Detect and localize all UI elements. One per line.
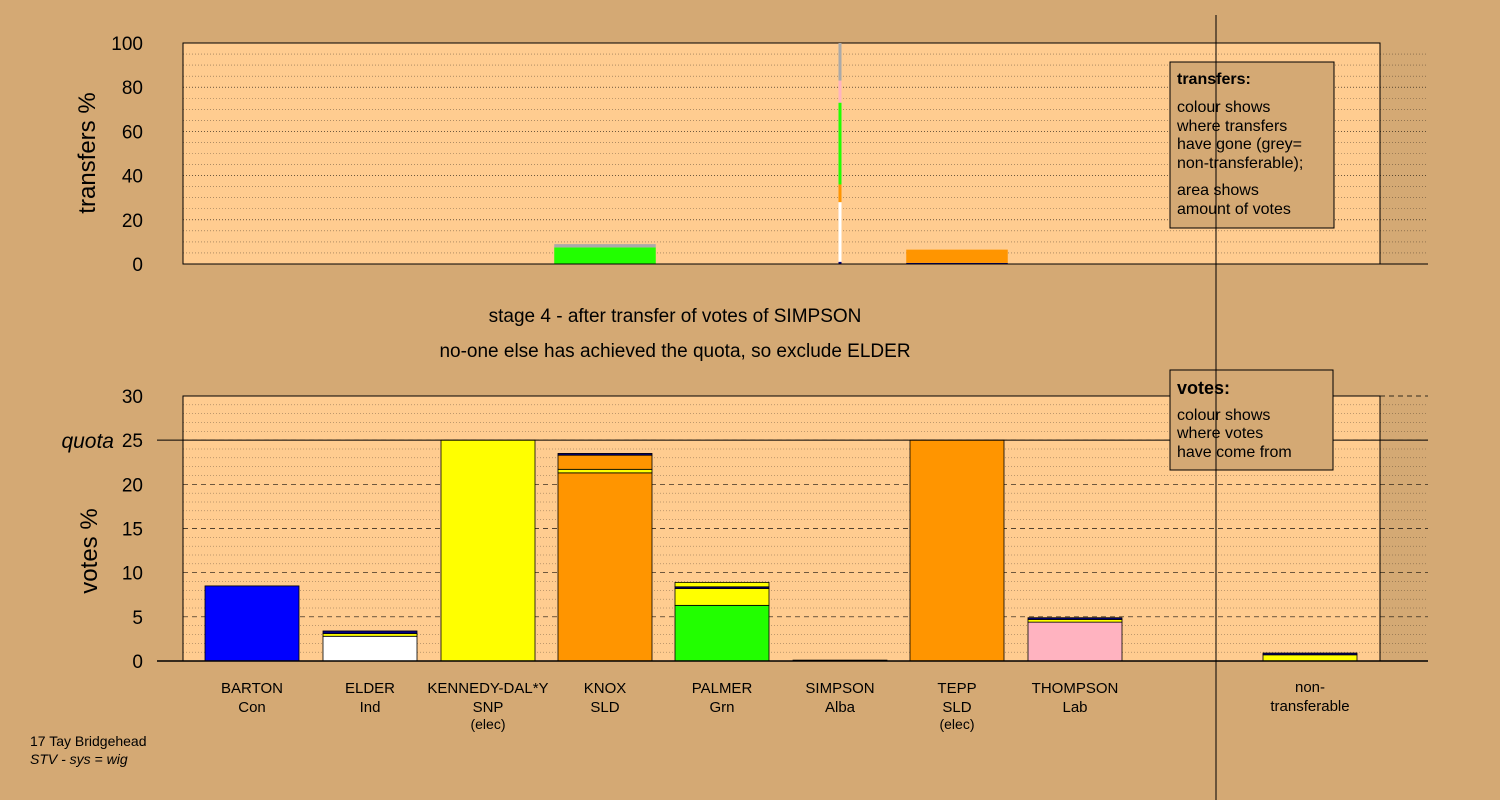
transfers-legend: transfers: colour shows where transfers … — [1169, 61, 1335, 229]
y-tick-label: 0 — [132, 652, 143, 673]
transfers-legend-line: amount of votes — [1177, 201, 1291, 218]
party-label: Grn — [709, 699, 734, 716]
transfer-segment — [838, 80, 842, 103]
transfer-segment — [838, 202, 842, 262]
y-tick-label: 25 — [122, 431, 143, 452]
candidate-label: TEPP — [937, 680, 976, 697]
vote-segment — [204, 585, 300, 662]
y-tick-label: 100 — [111, 34, 143, 55]
elected-note: (elec) — [939, 716, 974, 732]
transfer-segment — [838, 43, 842, 81]
votes-legend-line: have come from — [1177, 444, 1292, 461]
vote-segment — [909, 439, 1005, 662]
candidate-label: KENNEDY-DAL*Y — [427, 680, 548, 697]
y-tick-label: 20 — [122, 211, 143, 232]
vote-segment — [557, 454, 653, 470]
vote-segment — [440, 439, 536, 662]
candidate-label: PALMER — [692, 680, 753, 697]
vote-segment — [1027, 621, 1123, 662]
transfer-segment — [554, 247, 656, 264]
party-label: SLD — [942, 699, 971, 716]
transfer-segment — [906, 249, 1008, 263]
y-tick-label: 30 — [122, 387, 143, 408]
vote-segment — [1262, 654, 1358, 662]
y-tick-label: 40 — [122, 167, 143, 188]
y-tick-label: 60 — [122, 122, 143, 143]
party-label: Ind — [360, 699, 381, 716]
category-label: non- — [1295, 679, 1325, 696]
votes-legend-line: colour shows — [1177, 407, 1270, 424]
transfer-segment — [838, 102, 842, 185]
transfers-legend-line: non-transferable); — [1177, 155, 1303, 172]
vote-segment — [674, 581, 770, 588]
y-tick-label: 80 — [122, 78, 143, 99]
transfer-segment — [906, 262, 1008, 264]
y-tick-label: 10 — [122, 564, 143, 585]
transfers-legend-title: transfers: — [1177, 71, 1251, 88]
constituency-caption: 17 Tay Bridgehead — [30, 733, 147, 749]
transfers-legend-line: where transfers — [1176, 118, 1287, 135]
y-tick-label: 5 — [132, 608, 143, 629]
y-tick-label: 20 — [122, 475, 143, 496]
votes-legend: votes: colour shows where votes have com… — [1169, 369, 1334, 471]
category-label: transferable — [1270, 698, 1349, 715]
vote-segment — [557, 468, 653, 474]
y-tick-label: 0 — [132, 255, 143, 276]
candidate-label: SIMPSON — [805, 680, 874, 697]
vote-segment — [1262, 652, 1358, 656]
vote-segment — [557, 453, 653, 456]
party-label: SLD — [590, 699, 619, 716]
transfers-legend-line: have gone (grey= — [1177, 136, 1302, 153]
candidate-label: THOMPSON — [1032, 680, 1119, 697]
party-label: Con — [238, 699, 266, 716]
vote-segment — [322, 635, 418, 662]
vote-segment — [557, 472, 653, 662]
votes-axis-label: votes % — [76, 508, 103, 593]
candidate-label: ELDER — [345, 680, 395, 697]
stage-title: stage 4 - after transfer of votes of SIM… — [489, 306, 862, 327]
vote-segment — [1027, 617, 1123, 620]
transfer-segment — [554, 244, 656, 248]
y-tick-label: 15 — [122, 520, 143, 541]
transfers-legend-line: area shows — [1177, 182, 1259, 199]
transfers-axis-label: transfers % — [74, 92, 101, 213]
vote-segment — [322, 630, 418, 635]
transfer-segment — [838, 261, 842, 264]
party-label: Lab — [1062, 699, 1087, 716]
transfers-legend-line: colour shows — [1177, 99, 1270, 116]
stage-subtitle: no-one else has achieved the quota, so e… — [439, 341, 910, 362]
transfer-segment — [838, 184, 842, 203]
votes-legend-title: votes: — [1177, 378, 1230, 398]
candidate-label: BARTON — [221, 680, 283, 697]
votes-legend-line: where votes — [1176, 425, 1263, 442]
system-caption: STV - sys = wig — [30, 751, 128, 767]
party-label: Alba — [825, 699, 856, 716]
candidate-label: KNOX — [584, 680, 627, 697]
party-label: SNP — [473, 699, 504, 716]
quota-label: quota — [61, 430, 114, 453]
elected-note: (elec) — [470, 716, 505, 732]
vote-segment — [674, 588, 770, 606]
vote-segment — [674, 604, 770, 662]
